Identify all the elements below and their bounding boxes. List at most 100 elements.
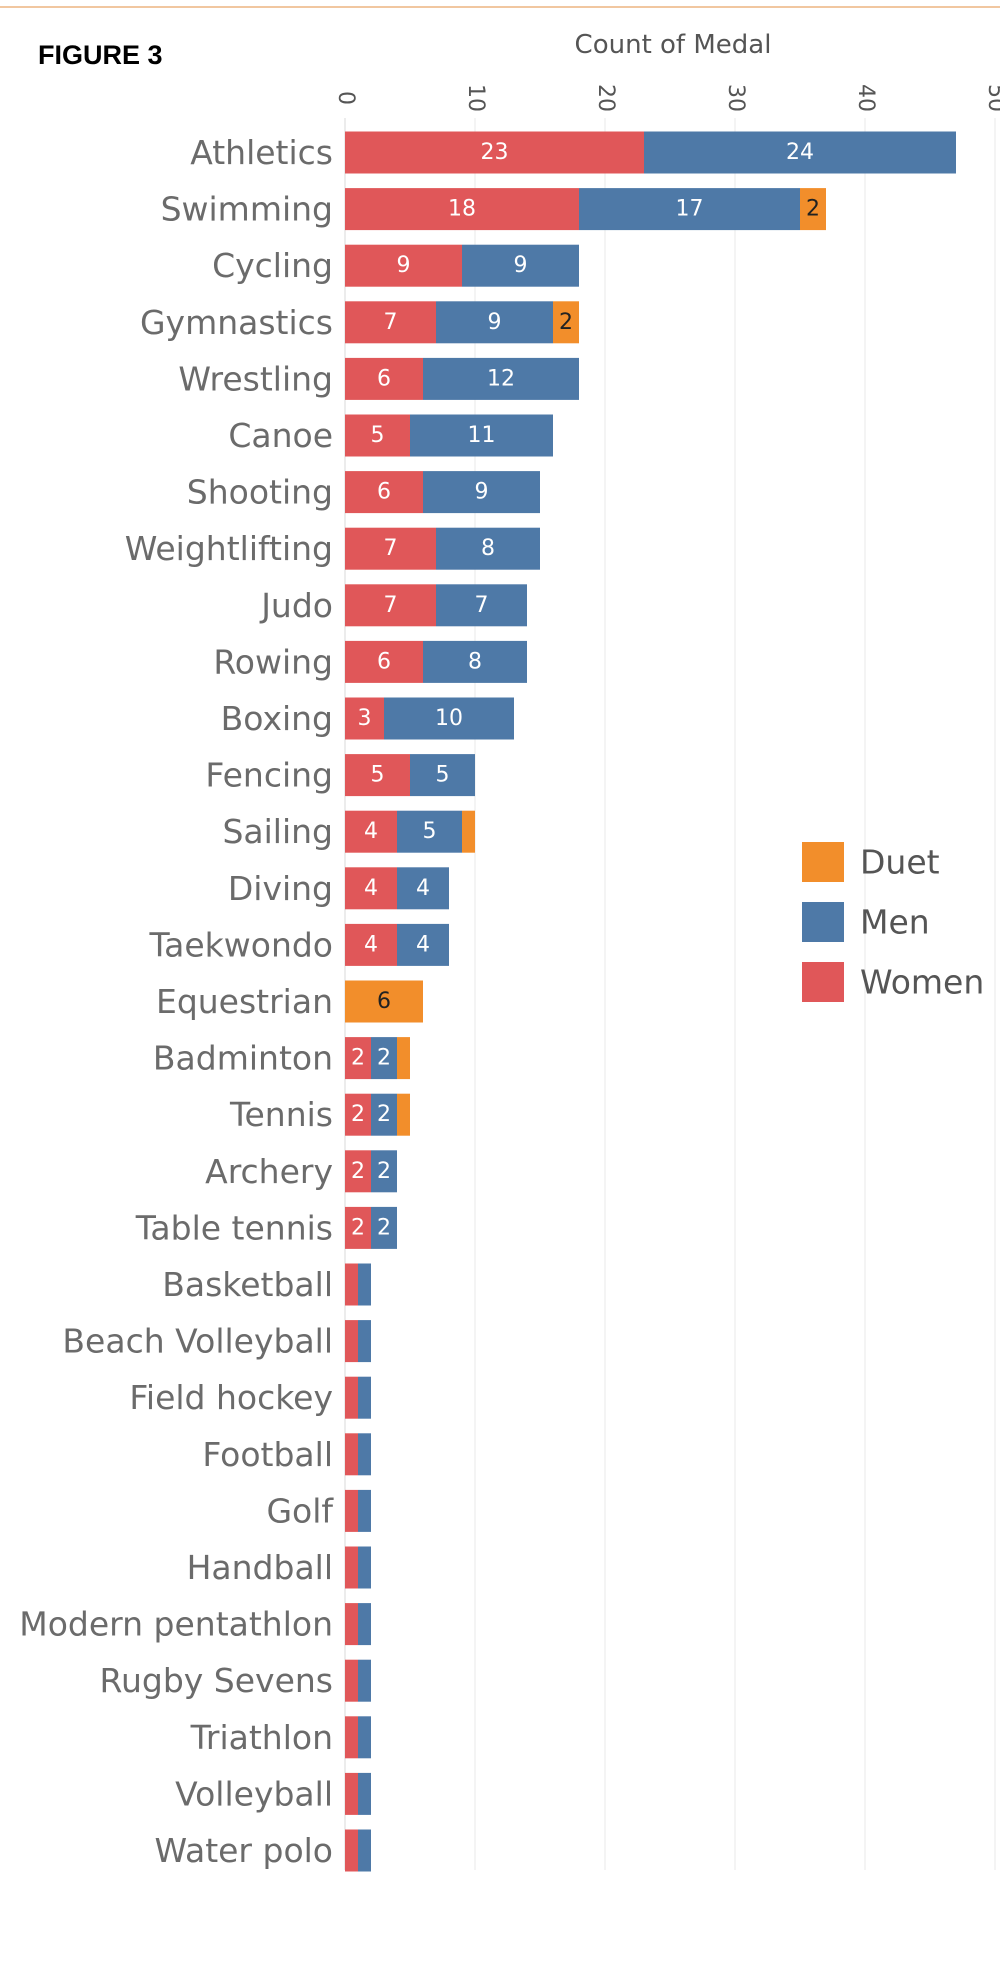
category-label-tennis: Tennis [229, 1095, 333, 1134]
data-label-canoe-women: 5 [371, 423, 385, 448]
data-label-sailing-women: 4 [364, 819, 378, 844]
data-label-shooting-men: 9 [475, 480, 489, 505]
bar-football-women [345, 1433, 358, 1476]
data-label-tennis-men: 2 [377, 1102, 391, 1127]
category-label-diving: Diving [228, 869, 333, 908]
bar-swimming-duet [800, 188, 826, 231]
data-label-athletics-women: 23 [481, 140, 509, 165]
data-label-swimming-women: 18 [448, 197, 476, 222]
bar-taekwondo-women [345, 923, 397, 966]
bar-sailing-duet [462, 810, 475, 853]
bar-field-hockey-women [345, 1376, 358, 1419]
category-label-cycling: Cycling [212, 246, 333, 285]
data-label-gymnastics-duet: 2 [559, 310, 573, 335]
bar-modern-pentathlon-women [345, 1603, 358, 1646]
bar-weightlifting-women [345, 527, 436, 570]
bar-boxing-women [345, 697, 384, 740]
category-label-archery: Archery [205, 1152, 333, 1191]
bar-boxing-men [384, 697, 514, 740]
bar-basketball-men [358, 1263, 371, 1306]
category-label-canoe: Canoe [228, 416, 333, 455]
bar-canoe-men [410, 414, 553, 457]
data-label-gymnastics-men: 9 [488, 310, 502, 335]
bar-basketball-women [345, 1263, 358, 1306]
bar-gymnastics-duet [553, 301, 579, 344]
bar-rugby-sevens-women [345, 1659, 358, 1702]
bar-table-tennis-men [371, 1206, 397, 1249]
bar-golf-women [345, 1489, 358, 1532]
data-label-sailing-men: 5 [423, 819, 437, 844]
x-tick-label-10: 10 [463, 84, 488, 112]
data-label-equestrian-duet: 6 [377, 989, 391, 1014]
bar-tennis-men [371, 1093, 397, 1136]
category-label-weightlifting: Weightlifting [125, 529, 333, 568]
bar-judo-women [345, 584, 436, 627]
bar-badminton-duet [397, 1037, 410, 1080]
category-label-golf: Golf [266, 1491, 334, 1530]
bar-athletics-men [644, 131, 956, 174]
bar-wrestling-men [423, 357, 579, 400]
category-label-fencing: Fencing [205, 756, 333, 795]
legend-label-men: Men [860, 903, 930, 942]
x-axis-title: Count of Medal [575, 30, 772, 60]
bar-weightlifting-men [436, 527, 540, 570]
bar-diving-men [397, 867, 449, 910]
data-label-weightlifting-women: 7 [384, 536, 398, 561]
bar-shooting-men [423, 471, 540, 514]
bar-cycling-men [462, 244, 579, 287]
x-tick-label-0: 0 [333, 91, 358, 105]
data-label-shooting-women: 6 [377, 480, 391, 505]
bar-rowing-men [423, 640, 527, 683]
bar-football-men [358, 1433, 371, 1476]
data-label-archery-women: 2 [351, 1159, 365, 1184]
category-label-judo: Judo [259, 586, 333, 625]
data-label-boxing-men: 10 [435, 706, 463, 731]
bar-swimming-men [579, 188, 800, 231]
data-label-fencing-men: 5 [436, 763, 450, 788]
data-label-swimming-men: 17 [676, 197, 704, 222]
bar-volleyball-women [345, 1772, 358, 1815]
x-tick-label-40: 40 [853, 84, 878, 112]
bar-water-polo-men [358, 1829, 371, 1872]
bar-badminton-men [371, 1037, 397, 1080]
data-label-fencing-women: 5 [371, 763, 385, 788]
bar-golf-men [358, 1489, 371, 1532]
bar-triathlon-men [358, 1716, 371, 1759]
legend-swatch-duet [802, 842, 844, 882]
data-label-table-tennis-men: 2 [377, 1215, 391, 1240]
data-label-wrestling-women: 6 [377, 366, 391, 391]
category-label-rugby-sevens: Rugby Sevens [100, 1661, 333, 1700]
bar-handball-men [358, 1546, 371, 1589]
bar-modern-pentathlon-men [358, 1603, 371, 1646]
bar-fencing-women [345, 754, 410, 797]
data-label-badminton-men: 2 [377, 1046, 391, 1071]
figure-label: FIGURE 3 [38, 40, 163, 70]
bar-tennis-duet [397, 1093, 410, 1136]
category-label-handball: Handball [187, 1548, 333, 1587]
category-label-volleyball: Volleyball [175, 1774, 333, 1813]
legend-swatch-men [802, 902, 844, 942]
bar-gymnastics-women [345, 301, 436, 344]
bar-rowing-women [345, 640, 423, 683]
data-label-table-tennis-women: 2 [351, 1215, 365, 1240]
bar-fencing-men [410, 754, 475, 797]
category-label-swimming: Swimming [161, 190, 333, 229]
data-label-athletics-men: 24 [786, 140, 814, 165]
bar-diving-women [345, 867, 397, 910]
data-label-badminton-women: 2 [351, 1046, 365, 1071]
bar-archery-women [345, 1150, 371, 1193]
category-label-beach-volleyball: Beach Volleyball [62, 1322, 333, 1361]
category-label-shooting: Shooting [187, 473, 333, 512]
category-label-water-polo: Water polo [154, 1831, 333, 1870]
bar-water-polo-women [345, 1829, 358, 1872]
category-label-field-hockey: Field hockey [129, 1378, 333, 1417]
bar-taekwondo-men [397, 923, 449, 966]
category-label-taekwondo: Taekwondo [148, 925, 333, 964]
data-label-canoe-men: 11 [468, 423, 496, 448]
data-label-judo-men: 7 [475, 593, 489, 618]
bar-handball-women [345, 1546, 358, 1589]
x-tick-label-20: 20 [593, 84, 618, 112]
category-label-gymnastics: Gymnastics [140, 303, 333, 342]
x-tick-label-30: 30 [723, 84, 748, 112]
